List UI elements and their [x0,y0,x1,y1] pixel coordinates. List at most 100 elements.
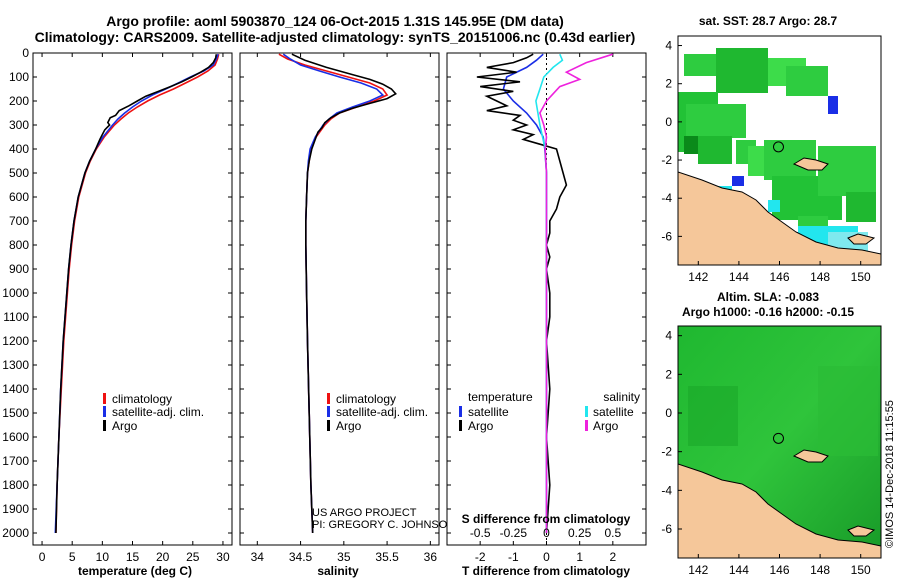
y-tick-label: 100 [9,70,29,84]
y-tick-label: 2000 [2,526,29,540]
pi-credit: PI: GREGORY C. JOHNSON [312,519,455,531]
series-line-argo [55,54,218,534]
figure-title-line1: Argo profile: aoml 5903870_124 06-Oct-20… [106,13,564,29]
series-line-t-argo [476,53,568,534]
legend-argo-label: Argo [336,419,362,433]
y-tick-label: -4 [661,483,672,497]
x-tick-label: 25 [186,550,200,564]
x-tick-label: 35.5 [375,550,399,564]
series-line-s-argo [539,53,614,533]
secondary-x-tick-label: -0.5 [470,526,491,540]
project-credit: US ARGO PROJECT [312,507,417,519]
x-tick-label: 142 [688,563,708,577]
legend-argo-swatch [327,420,330,431]
y-tick-label: 1300 [2,358,29,372]
difference-legend: temperature satellite Argo salinity sate… [459,390,640,433]
legend-climatology-label: climatology [336,392,396,406]
secondary-x-tick-label: 0 [543,526,550,540]
y-tick-label: 300 [9,118,29,132]
legend-satellite-swatch [327,406,330,417]
timestamp-credit: ©IMOS 14-Dec-2018 11:15:55 [884,400,896,548]
sla-map-subtitle: Argo h1000: -0.16 h2000: -0.15 [682,305,854,319]
y-tick-label: 1000 [2,286,29,300]
legend-climatology-swatch [103,393,106,404]
x-tick-label: 146 [769,563,789,577]
sst-map-title: sat. SST: 28.7 Argo: 28.7 [699,14,838,28]
legend-salinity-title: salinity [603,390,640,404]
x-tick-label: 148 [810,270,830,284]
y-tick-label: 1200 [2,334,29,348]
y-tick-label: -2 [661,445,672,459]
x-tick-label: 20 [156,550,170,564]
y-tick-label: 700 [9,214,29,228]
difference-panel: -2 -1 0 1 2 -0.5 -0.25 0 0.25 0.5 T difference fr… [446,52,647,578]
salinity-panel: 34 34.5 35 35.5 36 salinity climatology sate… [239,52,455,578]
sla-map-area [678,326,881,558]
legend-s-argo-swatch [585,420,588,431]
y-tick-label: 1500 [2,406,29,420]
y-tick-label: 0 [665,406,672,420]
x-tick-label: 150 [851,563,871,577]
x-tick-label: 34 [251,550,265,564]
legend-t-argo-swatch [459,420,462,431]
y-tick-label: 500 [9,166,29,180]
y-tick-label: 2 [665,77,672,91]
legend-satellite-label: satellite-adj. clim. [112,405,204,419]
legend-satellite-swatch [103,406,106,417]
difference-xlabel: T difference from climatology [462,564,630,578]
x-tick-label: 5 [69,550,76,564]
new-guinea-land [678,171,881,265]
temperature-xlabel: temperature (deg C) [78,564,192,578]
legend-climatology-label: climatology [112,392,172,406]
legend-temperature-title: temperature [468,390,533,404]
sst-map-panel: sat. SST: 28.7 Argo: 28.7 [661,14,882,284]
x-tick-label: 35 [337,550,351,564]
y-tick-label: 1600 [2,430,29,444]
temperature-panel: 0100200300400500600700800900100011001200… [2,46,233,578]
x-tick-label: 144 [729,270,749,284]
salinity-legend: climatology satellite-adj. clim. Argo [327,392,428,433]
difference-secondary-xlabel: S difference from climatology [462,512,631,526]
salinity-plot-frame [239,52,440,546]
x-tick-label: 0 [39,550,46,564]
y-tick-label: 400 [9,142,29,156]
sst-map-area [678,36,881,265]
x-tick-label: -2 [475,550,486,564]
y-tick-label: 900 [9,262,29,276]
x-tick-label: 2 [609,550,616,564]
y-tick-label: 1100 [3,310,29,324]
x-tick-label: 146 [769,270,789,284]
x-tick-label: 150 [851,270,871,284]
x-tick-label: -1 [508,550,519,564]
x-tick-label: 142 [688,270,708,284]
legend-argo-label: Argo [112,419,138,433]
secondary-x-tick-label: 0.5 [604,526,621,540]
y-tick-label: -4 [661,191,672,205]
y-tick-label: -6 [661,522,672,536]
x-tick-label: 0 [543,550,550,564]
y-tick-label: 0 [22,46,29,60]
legend-satellite-label: satellite-adj. clim. [336,405,428,419]
legend-t-satellite-label: satellite [468,405,509,419]
x-tick-label: 1 [576,550,583,564]
island-outline [847,525,876,537]
float-position-marker [772,432,784,444]
y-tick-label: 0 [665,115,672,129]
y-tick-label: 1800 [2,478,29,492]
y-tick-label: 200 [9,94,29,108]
legend-t-argo-label: Argo [468,419,494,433]
y-tick-label: 4 [665,39,672,53]
y-tick-label: -2 [661,153,672,167]
legend-s-argo-label: Argo [593,419,619,433]
legend-climatology-swatch [327,393,330,404]
new-guinea-land [678,463,881,558]
new-britain-island [792,157,829,171]
y-tick-label: -6 [661,229,672,243]
salinity-xlabel: salinity [317,564,359,578]
legend-argo-swatch [103,420,106,431]
sla-map-title: Altim. SLA: -0.083 [717,290,819,304]
y-tick-label: 1700 [2,454,29,468]
x-tick-label: 15 [126,550,140,564]
island-outline [847,233,876,245]
